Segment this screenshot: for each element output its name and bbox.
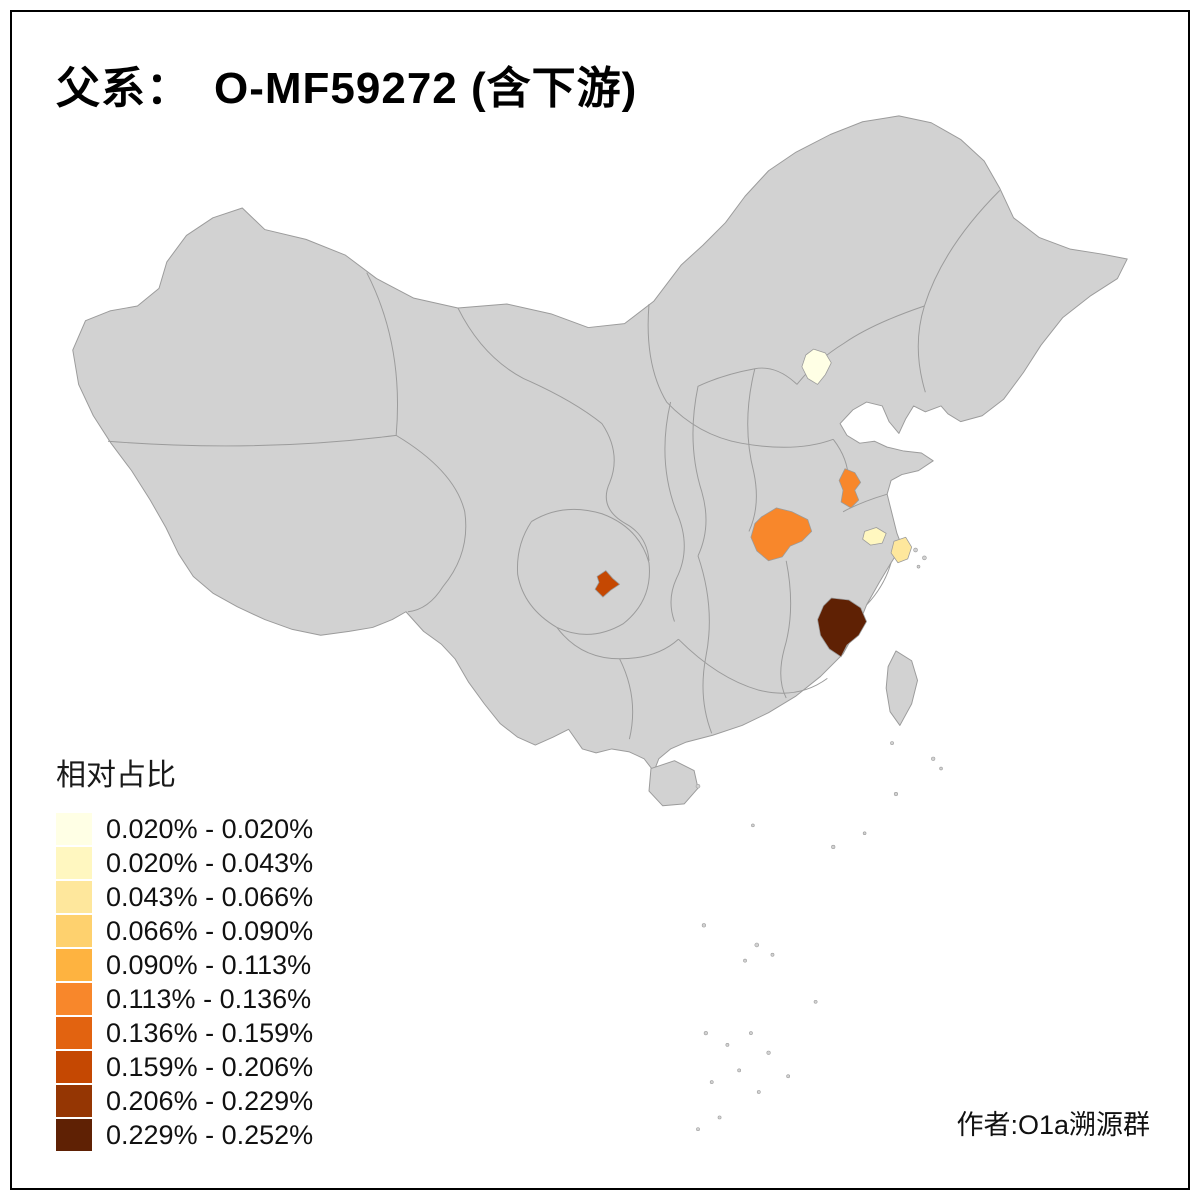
legend-row: 0.113% - 0.136% xyxy=(56,982,313,1016)
legend-row: 0.136% - 0.159% xyxy=(56,1016,313,1050)
legend-label: 0.159% - 0.206% xyxy=(106,1051,314,1082)
legend-row: 0.090% - 0.113% xyxy=(56,948,313,982)
legend-label: 0.066% - 0.090% xyxy=(106,915,314,946)
legend-swatch xyxy=(56,1017,92,1049)
region-shape-dark-orange xyxy=(594,570,620,598)
region-shape-pale xyxy=(862,527,887,546)
map-frame: 父系： O-MF59272 (含下游) 相对占比 0.020% - 0.020%… xyxy=(10,10,1190,1190)
author-credit: 作者:O1a溯源群 xyxy=(956,1110,1150,1140)
china-choropleth-map xyxy=(72,115,1128,1132)
island-hainan xyxy=(648,760,699,807)
legend-swatch xyxy=(56,949,92,981)
legend-row: 0.020% - 0.043% xyxy=(56,846,313,880)
legend-label: 0.229% - 0.252% xyxy=(106,1119,314,1150)
page-title: 父系： O-MF59272 (含下游) xyxy=(56,64,638,113)
legend-label: 0.020% - 0.043% xyxy=(106,847,314,878)
legend-swatch xyxy=(56,881,92,913)
island-taiwan xyxy=(885,650,919,726)
region-shape-palest xyxy=(801,348,832,385)
legend-row: 0.206% - 0.229% xyxy=(56,1084,313,1118)
region-shape-dark-brown xyxy=(817,597,867,658)
legend-items: 0.020% - 0.020% 0.020% - 0.043% 0.043% -… xyxy=(56,812,313,1152)
legend-label: 0.090% - 0.113% xyxy=(106,949,312,980)
legend-swatch xyxy=(56,813,92,845)
legend-label: 0.020% - 0.020% xyxy=(106,813,314,844)
region-shape-orange-strip xyxy=(838,468,862,509)
province-borders xyxy=(108,190,1001,740)
legend-row: 0.043% - 0.066% xyxy=(56,880,313,914)
legend-label: 0.113% - 0.136% xyxy=(106,983,312,1014)
legend-title: 相对占比 xyxy=(56,759,176,792)
legend-swatch xyxy=(56,915,92,947)
legend-swatch xyxy=(56,983,92,1015)
legend-swatch xyxy=(56,1085,92,1117)
small-islands xyxy=(695,547,943,1132)
legend-label: 0.136% - 0.159% xyxy=(106,1017,314,1048)
legend-row: 0.066% - 0.090% xyxy=(56,914,313,948)
region-shape-orange-blob xyxy=(750,507,813,562)
legend-swatch xyxy=(56,847,92,879)
legend-swatch xyxy=(56,1051,92,1083)
mainland-outline xyxy=(72,115,1128,772)
legend-row: 0.229% - 0.252% xyxy=(56,1118,313,1152)
legend-swatch xyxy=(56,1119,92,1151)
legend-row: 0.020% - 0.020% xyxy=(56,812,313,846)
legend-label: 0.206% - 0.229% xyxy=(106,1085,314,1116)
legend-label: 0.043% - 0.066% xyxy=(106,881,314,912)
legend: 相对占比 0.020% - 0.020% 0.020% - 0.043% 0.0… xyxy=(56,750,313,1152)
region-shape-light xyxy=(890,536,913,564)
legend-row: 0.159% - 0.206% xyxy=(56,1050,313,1084)
